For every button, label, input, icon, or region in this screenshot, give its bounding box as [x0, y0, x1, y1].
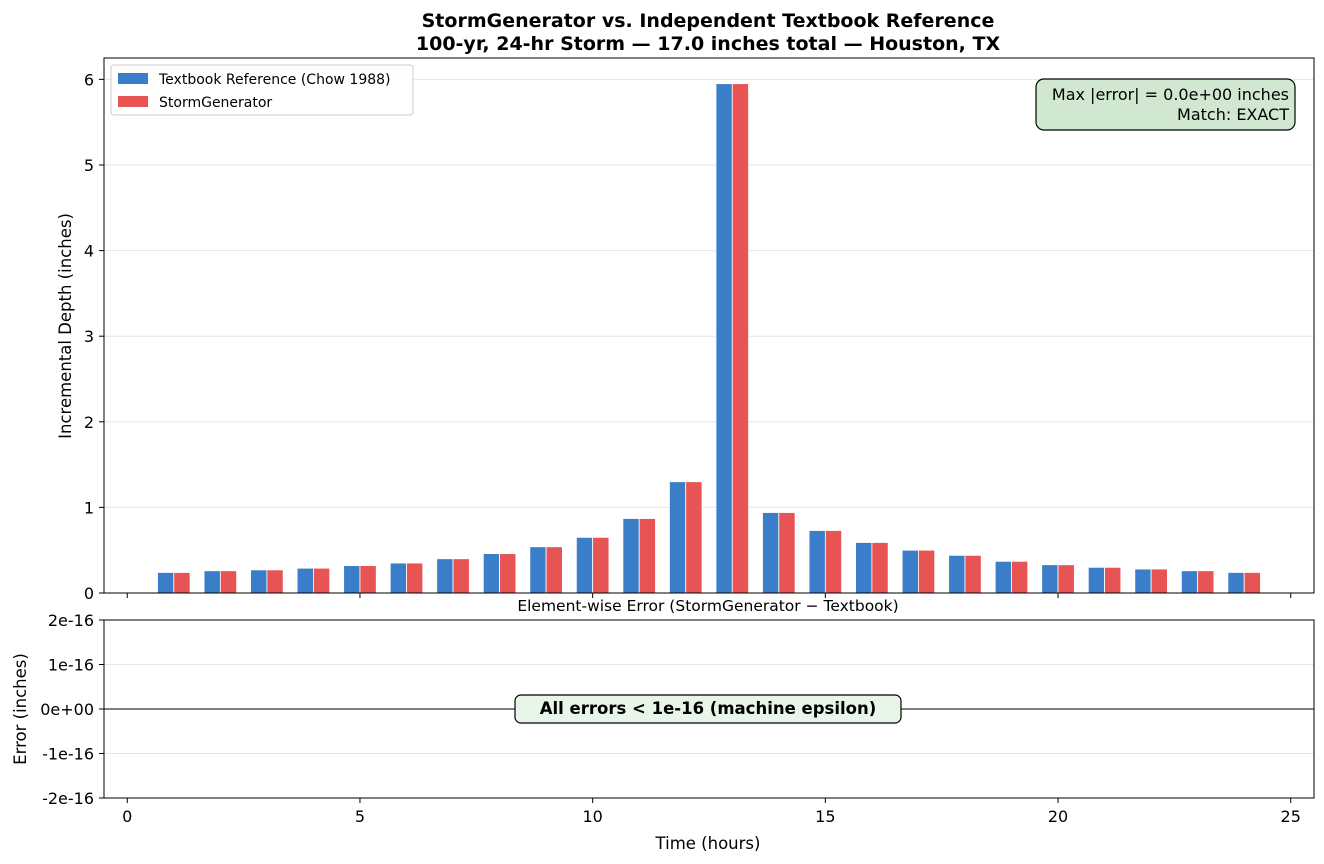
textbook-bar-21: [1087, 566, 1105, 594]
textbook-bar-2: [203, 570, 221, 594]
x-tick-label: 15: [815, 807, 835, 826]
textbook-bar-24: [1227, 572, 1245, 594]
textbook-bar-7: [436, 558, 454, 594]
stormgenerator-bar-11: [638, 518, 656, 594]
textbook-bar-6: [389, 562, 407, 594]
legend-swatch-textbook: [118, 73, 148, 84]
stormgenerator-bar-7: [452, 558, 470, 594]
textbook-bar-17: [901, 549, 919, 594]
stormgenerator-bar-8: [499, 553, 517, 594]
depth-panel: 0 1 2 3 4 5 6 Incremental Depth (inches) Textb…: [56, 57, 1315, 603]
stormgenerator-bar-9: [545, 546, 563, 594]
figure-title-line2: 100-yr, 24-hr Storm — 17.0 inches total …: [416, 33, 1001, 55]
legend-label-textbook: Textbook Reference (Chow 1988): [158, 72, 391, 88]
depth-y-tick-label: 3: [84, 327, 94, 346]
stormgenerator-bar-18: [964, 554, 982, 594]
max-error-annotation-box: [1035, 78, 1296, 131]
stormgenerator-bar-1: [173, 572, 191, 594]
error-y-tick-label: 2e-16: [48, 611, 94, 630]
error-y-ticks: 2e-16 1e-16 0e+00 -1e-16 -2e-16: [40, 611, 104, 808]
textbook-bar-18: [948, 554, 966, 594]
depth-y-axis-label: Incremental Depth (inches): [56, 213, 75, 439]
textbook-bar-23: [1180, 570, 1199, 594]
stormgenerator-bar-14: [778, 512, 796, 594]
textbook-bar-1: [157, 572, 175, 594]
stormgenerator-bar-6: [406, 562, 424, 594]
stormgenerator-bar-17: [918, 549, 936, 594]
depth-y-tick-label: 6: [84, 70, 94, 89]
stormgenerator-bar-3: [266, 569, 284, 594]
machine-epsilon-annotation: All errors < 1e-16 (machine epsilon): [514, 694, 902, 724]
textbook-bar-5: [343, 565, 361, 594]
depth-x-ticks: [126, 593, 1292, 598]
stormgenerator-bar-19: [1011, 560, 1029, 594]
figure-title-line1: StormGenerator vs. Independent Textbook …: [422, 10, 995, 32]
stormgenerator-bar-21: [1104, 566, 1122, 594]
x-tick-label: 20: [1048, 807, 1068, 826]
textbook-bar-3: [250, 569, 268, 594]
textbook-bar-11: [622, 518, 640, 594]
stormgenerator-bar-12: [685, 481, 703, 594]
stormgenerator-bar-23: [1197, 570, 1215, 594]
error-panel: Element-wise Error (StormGenerator − Tex…: [11, 597, 1315, 853]
legend: Textbook Reference (Chow 1988) StormGene…: [110, 64, 414, 116]
textbook-bar-15: [808, 530, 826, 594]
depth-y-tick-label: 1: [84, 498, 94, 517]
error-x-ticks: 0 5 10 15 20 25: [122, 798, 1301, 826]
depth-y-tick-label: 5: [84, 156, 94, 175]
stormgenerator-bar-10: [592, 536, 610, 594]
depth-y-tick-label: 2: [84, 413, 94, 432]
machine-epsilon-text: All errors < 1e-16 (machine epsilon): [540, 699, 877, 718]
textbook-bar-19: [994, 560, 1012, 594]
textbook-bar-13: [715, 83, 733, 594]
stormgenerator-bar-22: [1150, 568, 1168, 594]
x-tick-label: 0: [122, 807, 132, 826]
x-tick-label: 10: [582, 807, 602, 826]
textbook-bar-12: [669, 481, 687, 594]
x-axis-label: Time (hours): [655, 834, 761, 853]
textbook-bar-9: [529, 546, 547, 594]
stormgenerator-bar-2: [219, 570, 238, 594]
stormgenerator-bar-20: [1057, 564, 1075, 594]
stormgenerator-bar-15: [824, 530, 843, 594]
error-y-tick-label: -1e-16: [42, 745, 94, 764]
depth-y-tick-label: 0: [84, 584, 94, 603]
depth-y-ticks: 0 1 2 3 4 5 6: [84, 70, 104, 603]
error-y-tick-label: -2e-16: [42, 789, 94, 808]
legend-label-stormgenerator: StormGenerator: [159, 95, 272, 111]
error-gridlines: [104, 664, 1314, 754]
stormgenerator-bar-13: [731, 83, 749, 594]
legend-box: [110, 64, 414, 116]
depth-plot-frame: [103, 57, 1315, 594]
error-y-axis-label: Error (inches): [11, 653, 30, 765]
textbook-bar-10: [575, 536, 594, 594]
stormgenerator-bar-16: [871, 542, 889, 594]
machine-epsilon-annotation-box: [514, 694, 902, 724]
stormgenerator-bar-5: [359, 565, 377, 594]
legend-swatch-stormgenerator: [118, 96, 148, 107]
textbook-bar-22: [1134, 568, 1152, 594]
textbook-bar-4: [296, 567, 314, 594]
textbook-bar-20: [1041, 564, 1059, 594]
textbook-bar-8: [482, 553, 500, 594]
stormgenerator-bar-4: [313, 567, 331, 594]
error-panel-title: Element-wise Error (StormGenerator − Tex…: [517, 597, 898, 615]
x-tick-label: 25: [1281, 807, 1301, 826]
textbook-bar-14: [762, 512, 780, 594]
max-error-annotation: Max |error| = 0.0e+00 inches Match: EXAC…: [1035, 78, 1296, 131]
depth-y-tick-label: 4: [84, 242, 94, 261]
error-y-tick-label: 0e+00: [40, 700, 94, 719]
match-status-text: Match: EXACT: [1177, 105, 1289, 124]
stormgenerator-bar-24: [1243, 572, 1261, 594]
textbook-bar-16: [855, 542, 873, 594]
max-error-text: Max |error| = 0.0e+00 inches: [1052, 85, 1289, 104]
error-y-tick-label: 1e-16: [48, 656, 94, 675]
x-tick-label: 5: [355, 807, 365, 826]
